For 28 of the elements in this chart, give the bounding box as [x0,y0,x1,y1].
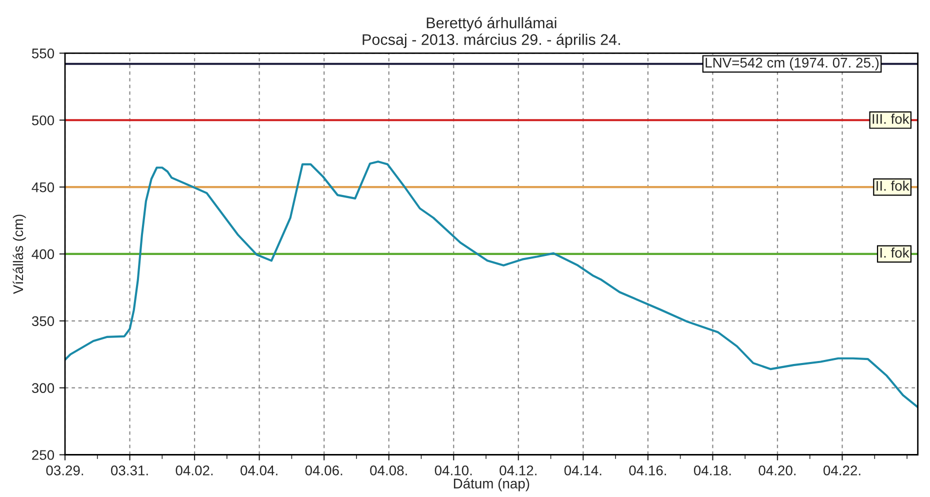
y-tick-label: 350 [32,316,54,326]
x-tick-label: 04.02. [176,466,213,476]
x-tick-label: 03.31. [111,466,148,476]
x-tick-label: 04.14. [564,466,602,476]
ref-line-label: III. fok [872,114,910,124]
ref-line-label: I. fok [880,247,910,258]
x-tick-label: 04.22. [823,466,860,476]
y-tick-label: 550 [32,48,54,58]
y-tick-label: 500 [32,115,54,126]
y-tick-label: 300 [32,383,54,393]
y-tick-label: 450 [32,182,54,192]
x-tick-label: 04.12. [500,466,536,476]
x-tick-label: 04.10. [434,466,472,476]
ref-line-label: LNV=542 cm (1974. 07. 25.) [706,57,879,70]
x-tick-label: 04.20. [758,466,796,476]
ref-line-label: II. fok [876,180,910,191]
chart-title: Berettyó árhullámai Pocsaj - 2013. március 29. - április 24. [362,16,620,48]
x-tick-label: 04.04. [240,466,278,476]
x-tick-label: 03.29. [46,466,84,476]
x-tick-label: 04.16. [629,466,666,476]
x-axis-title: Dátum (nap) [454,478,530,492]
y-axis-title: Vízállás (cm) [12,214,26,294]
x-tick-label: 04.06. [305,466,342,476]
y-tick-label: 400 [32,249,54,260]
x-tick-label: 04.08. [370,466,407,476]
y-tick-label: 250 [32,450,54,460]
x-tick-label: 04.18. [694,466,731,476]
line-series [65,160,918,408]
